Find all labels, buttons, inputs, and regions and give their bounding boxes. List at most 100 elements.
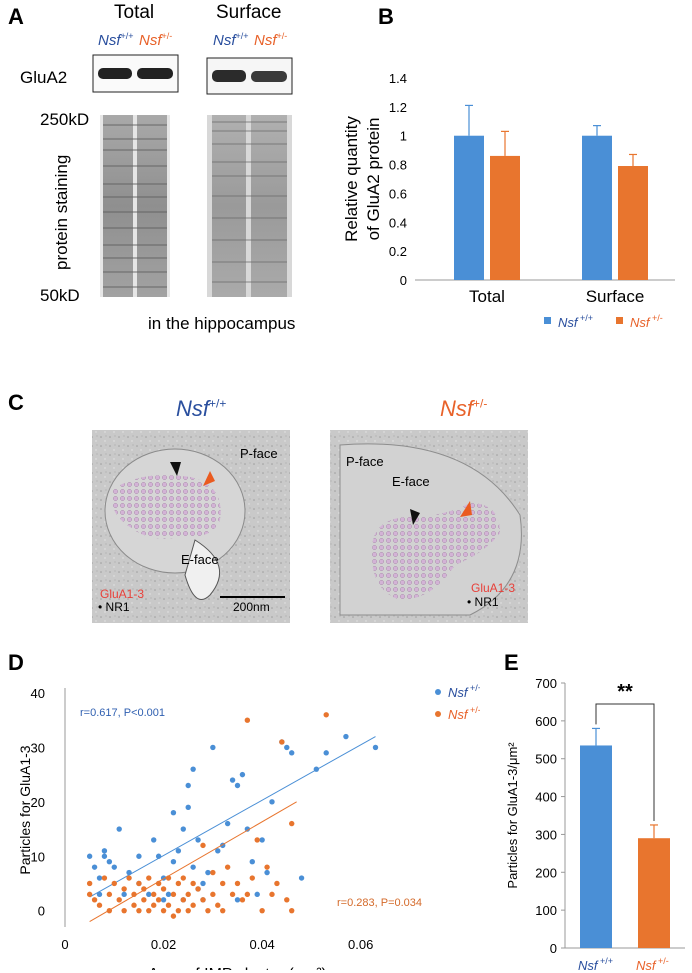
surface-header: Surface bbox=[216, 2, 282, 23]
d-point-wt bbox=[146, 891, 152, 898]
d-point-wt bbox=[284, 744, 290, 751]
d-x-tick-label: 0.06 bbox=[348, 937, 373, 952]
glua2-label: GluA2 bbox=[20, 68, 68, 87]
d-point-wt bbox=[289, 750, 295, 756]
d-point-het bbox=[249, 875, 255, 881]
d-point-wt bbox=[170, 810, 177, 816]
e-y-tick-label: 100 bbox=[535, 903, 557, 918]
d-point-het bbox=[200, 842, 206, 849]
d-legend-wt-label: Nsf +/+ bbox=[448, 683, 480, 700]
b-bar-wt-total bbox=[454, 135, 484, 280]
d-point-het bbox=[215, 902, 221, 908]
e-y-tick-label: 300 bbox=[535, 827, 557, 842]
wt-pface-label: P-face bbox=[240, 446, 278, 461]
e-y-tick-label: 200 bbox=[535, 865, 557, 880]
d-legend-het-marker bbox=[435, 711, 441, 717]
d-y-tick-label: 20 bbox=[31, 795, 45, 810]
d-point-wt bbox=[210, 744, 216, 751]
het-glua-legend: GluA1-3 bbox=[471, 581, 516, 595]
d-point-het bbox=[323, 712, 329, 718]
e-category-label-wt: Nsf +/+ bbox=[578, 956, 613, 973]
d-point-het bbox=[175, 880, 182, 887]
e-bar-het bbox=[638, 838, 670, 948]
b-y-tick-label: 0.6 bbox=[389, 186, 407, 201]
d-legend-het-label: Nsf +/- bbox=[448, 705, 480, 722]
chart-e: 0 100 200 300 400 500 600 700 Particles for GluA… bbox=[505, 676, 685, 973]
d-point-wt bbox=[165, 891, 172, 898]
a-total-het-label: Nsf+/- bbox=[139, 31, 173, 49]
b-legend-het-swatch bbox=[616, 317, 623, 324]
d-point-het bbox=[86, 891, 93, 898]
blot-images bbox=[92, 54, 293, 297]
d-point-wt bbox=[106, 858, 113, 865]
em-images bbox=[92, 430, 528, 623]
d-point-het bbox=[101, 875, 108, 881]
d-point-het bbox=[210, 869, 216, 876]
b-y-tick-label: 0 bbox=[400, 273, 407, 288]
e-bar-wt bbox=[580, 745, 612, 948]
d-point-het bbox=[234, 880, 241, 887]
d-y-label: Particles for GluA1-3 bbox=[17, 745, 33, 874]
d-point-het bbox=[151, 891, 157, 898]
d-point-wt bbox=[205, 869, 211, 876]
d-annotation-het: r=0.283, P=0.034 bbox=[337, 897, 422, 909]
d-point-wt bbox=[190, 864, 196, 870]
c-het-title: Nsf+/- bbox=[440, 396, 488, 421]
d-point-wt bbox=[264, 869, 270, 876]
d-point-wt bbox=[101, 853, 108, 859]
panel-b-letter: B bbox=[378, 4, 394, 29]
d-point-het bbox=[146, 875, 152, 881]
a-surface-het-label: Nsf+/- bbox=[254, 31, 288, 49]
d-fit-line-het bbox=[89, 801, 297, 922]
total-glua2-blot bbox=[92, 54, 179, 93]
d-point-het bbox=[244, 717, 251, 723]
d-point-wt bbox=[215, 848, 221, 854]
wt-nr1-legend: • NR1 bbox=[98, 600, 130, 614]
d-point-het bbox=[185, 891, 191, 898]
d-point-het bbox=[96, 902, 103, 908]
a-surface-wt-label: Nsf+/+ bbox=[213, 31, 249, 49]
d-point-wt bbox=[91, 864, 98, 870]
d-point-wt bbox=[126, 869, 132, 876]
d-point-het bbox=[151, 902, 157, 908]
d-point-wt bbox=[96, 875, 103, 881]
d-point-het bbox=[111, 880, 117, 887]
e-y-label: Particles for GluA1-3/μm² bbox=[505, 742, 520, 889]
d-legend-wt-marker bbox=[435, 689, 441, 695]
b-y-tick-label: 0.4 bbox=[389, 215, 407, 230]
d-y-tick-label: 10 bbox=[31, 849, 45, 864]
d-point-wt bbox=[121, 891, 127, 898]
d-point-wt bbox=[343, 733, 349, 740]
panel-a-letter: A bbox=[8, 4, 24, 29]
chart-d: 0 10 20 30 40 0 0.02 0.04 0.06 Particles for GluA… bbox=[17, 683, 480, 970]
d-point-wt bbox=[175, 848, 182, 854]
d-point-het bbox=[180, 897, 186, 903]
wt-glua-legend: GluA1-3 bbox=[100, 587, 145, 601]
d-point-wt bbox=[259, 837, 265, 843]
b-legend-wt-label: Nsf +/+ bbox=[558, 313, 593, 330]
d-point-het bbox=[121, 907, 127, 914]
d-point-het bbox=[254, 837, 260, 843]
b-y-tick-label: 1.2 bbox=[389, 100, 407, 115]
b-legend-wt-swatch bbox=[544, 317, 551, 324]
d-point-het bbox=[155, 897, 162, 903]
het-eface-label: E-face bbox=[392, 474, 430, 489]
e-y-tick-label: 500 bbox=[535, 752, 557, 767]
panel-e-letter: E bbox=[504, 650, 519, 675]
het-nr1-legend: • NR1 bbox=[467, 595, 499, 609]
d-point-het bbox=[195, 886, 201, 892]
e-y-tick-label: 600 bbox=[535, 714, 557, 729]
kd50-label: 50kD bbox=[40, 286, 80, 305]
b-y-label-line2: of GluA2 protein bbox=[364, 118, 383, 241]
d-point-het bbox=[131, 902, 137, 908]
d-point-wt bbox=[195, 837, 201, 843]
d-point-het bbox=[279, 739, 285, 745]
d-point-het bbox=[264, 864, 270, 870]
d-point-het bbox=[116, 897, 122, 903]
d-point-het bbox=[269, 891, 275, 898]
d-point-het bbox=[146, 907, 152, 914]
d-point-het bbox=[175, 907, 182, 914]
d-point-het bbox=[170, 913, 177, 919]
d-point-het bbox=[224, 864, 231, 870]
e-significance-label: ** bbox=[617, 681, 633, 703]
